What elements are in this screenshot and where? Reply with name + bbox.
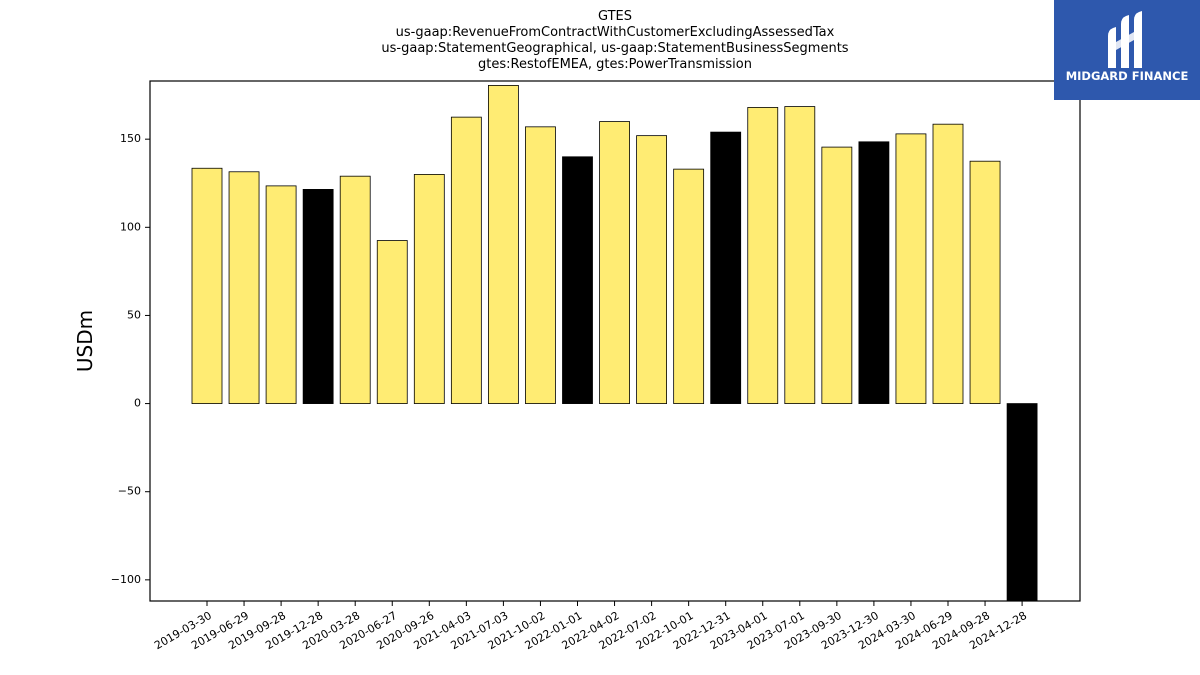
bar-2022-07-02 [636,135,667,404]
bar-2022-12-31 [710,131,742,404]
bar-2024-09-28 [969,160,1001,404]
bar-2021-07-03 [487,85,519,404]
bars [191,85,1038,602]
bar-2023-07-01 [784,106,816,404]
bar-2020-09-26 [413,174,445,404]
bar-2020-06-27 [376,240,408,404]
logo-text: MIDGARD FINANCE [1065,69,1189,83]
bar-2020-03-28 [339,175,371,404]
chart-title-line: GTES [598,9,632,24]
bar-2024-12-28 [1006,403,1038,602]
bar-2022-04-02 [599,121,630,404]
bar-2022-01-01 [562,156,593,404]
bar-2023-09-30 [821,146,853,404]
bar-2019-12-28 [302,189,334,404]
x-axis: 2019-03-302019-06-292019-09-282019-12-28… [152,601,1029,652]
bar-2024-06-29 [932,123,964,404]
y-tick-label: −50 [118,485,141,498]
bar-2024-03-30 [895,133,927,404]
bar-2022-10-01 [673,168,705,404]
bar-2021-10-02 [525,126,556,404]
chart-title-line: gtes:RestofEMEA, gtes:PowerTransmission [478,57,752,72]
y-axis: −100 −50 0 50 100 150 [111,132,150,586]
chart-title-line: us-gaap:StatementGeographical, us-gaap:S… [381,41,848,56]
bar-2021-04-03 [450,116,482,404]
y-tick-label: 150 [120,132,141,145]
chart-title-line: us-gaap:RevenueFromContractWithCustomerE… [396,25,835,40]
bar-2023-12-30 [858,141,890,404]
y-tick-label: −100 [111,573,141,586]
logo-mark-icon [1108,11,1142,68]
y-tick-label: 0 [134,397,141,410]
bar-2023-04-01 [747,107,779,404]
plot-frame [149,80,1081,602]
bar-2019-06-29 [228,171,260,404]
midgard-finance-logo: MIDGARD FINANCE [1054,0,1200,100]
y-axis-label: USDm [73,310,97,372]
y-tick-label: 100 [120,220,141,233]
y-tick-label: 50 [127,308,141,321]
bar-2019-03-30 [191,167,223,404]
chart-title: GTESus-gaap:RevenueFromContractWithCusto… [381,9,848,72]
bar-2019-09-28 [265,185,297,404]
